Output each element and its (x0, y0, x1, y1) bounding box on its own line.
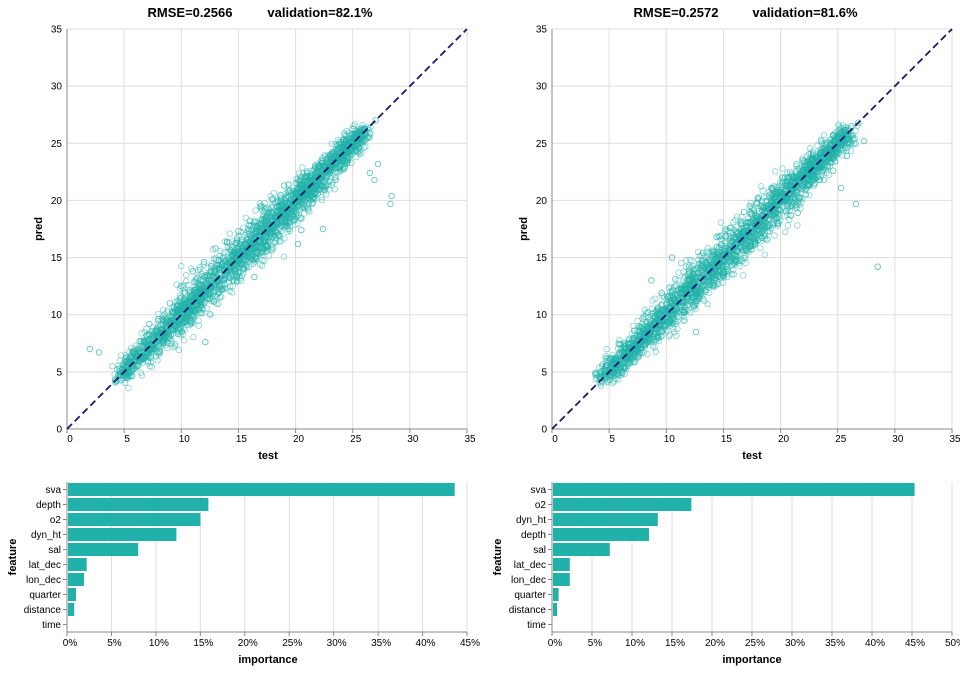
x-tick-label: 10 (664, 434, 676, 445)
y-tick-label: 15 (51, 253, 63, 264)
y-tick-label: 5 (541, 367, 547, 378)
data-point (375, 161, 381, 167)
y-tick-label: 20 (536, 196, 548, 207)
chart-title-rmse: RMSE=0.2566 (148, 5, 233, 20)
x-tick-label: 30 (892, 434, 904, 445)
data-point (689, 258, 695, 264)
scatter-panel-left: RMSE=0.2566 validation=82.1% test pred 0… (33, 5, 476, 462)
data-point (281, 254, 287, 260)
data-point (762, 252, 768, 258)
data-point (253, 208, 259, 214)
x-tick-label: 25 (350, 434, 362, 445)
y-tick-label: 25 (536, 139, 548, 150)
data-point (367, 170, 373, 176)
chart-title-validation: validation=81.6% (752, 5, 858, 20)
y-tick-label: 35 (51, 25, 63, 36)
x-tick-label: 35 (949, 434, 960, 445)
data-point (821, 132, 827, 138)
y-tick-label: 30 (51, 82, 63, 93)
data-point (181, 338, 187, 344)
data-point (191, 334, 197, 340)
x-tick-label: 20 (778, 434, 790, 445)
y-tick-label: 0 (56, 425, 62, 436)
data-point (807, 146, 813, 152)
y-tick-label: 10 (51, 310, 63, 321)
data-point (156, 311, 162, 317)
scatter-panel-right: RMSE=0.2572 validation=81.6% test pred 0… (518, 5, 960, 462)
x-axis-title: test (258, 450, 278, 462)
data-point (389, 193, 395, 199)
data-point (299, 227, 305, 233)
data-point (772, 233, 778, 239)
data-point (758, 245, 764, 251)
data-point (171, 344, 177, 350)
data-point (147, 321, 153, 327)
x-tick-label: 30 (407, 434, 419, 445)
y-tick-label: 15 (536, 253, 548, 264)
data-point (227, 231, 233, 237)
x-axis-title: test (742, 450, 762, 462)
data-point (96, 350, 102, 356)
data-point (203, 339, 209, 345)
y-axis-title: pred (33, 217, 45, 241)
data-point (782, 229, 788, 235)
data-point (183, 272, 189, 278)
x-tick-label: 20 (293, 434, 305, 445)
data-point (372, 177, 378, 183)
x-tick-label: 35 (464, 434, 476, 445)
x-tick-label: 5 (124, 434, 130, 445)
data-point (196, 323, 202, 329)
data-point (252, 274, 258, 280)
chart-title-validation: validation=82.1% (267, 5, 373, 20)
y-tick-label: 20 (51, 196, 63, 207)
data-point (705, 301, 711, 307)
data-point (300, 165, 306, 171)
data-point (683, 258, 689, 264)
data-point (271, 190, 277, 196)
data-point (332, 186, 338, 192)
data-point (296, 171, 302, 177)
x-tick-label: 0 (552, 434, 558, 445)
data-point (147, 363, 153, 369)
data-point (785, 223, 791, 229)
data-point (126, 385, 132, 391)
y-tick-label: 0 (541, 425, 547, 436)
chart-title-rmse: RMSE=0.2572 (634, 5, 719, 20)
y-axis-title: pred (518, 217, 530, 241)
data-point (87, 346, 93, 352)
data-point (388, 201, 394, 207)
data-point (320, 226, 326, 232)
x-tick-label: 0 (67, 434, 73, 445)
y-tick-label: 5 (56, 367, 62, 378)
y-tick-label: 25 (51, 139, 63, 150)
data-point (740, 273, 746, 279)
y-tick-label: 10 (536, 310, 548, 321)
x-tick-label: 25 (835, 434, 847, 445)
x-tick-label: 15 (236, 434, 248, 445)
x-tick-label: 15 (721, 434, 733, 445)
data-point (259, 263, 265, 269)
data-point (282, 236, 288, 242)
data-point (645, 351, 651, 357)
y-tick-label: 30 (536, 82, 548, 93)
data-point (155, 357, 161, 363)
data-point (281, 183, 287, 189)
y-tick-label: 35 (536, 25, 548, 36)
x-tick-label: 10 (179, 434, 191, 445)
x-tick-label: 5 (609, 434, 615, 445)
